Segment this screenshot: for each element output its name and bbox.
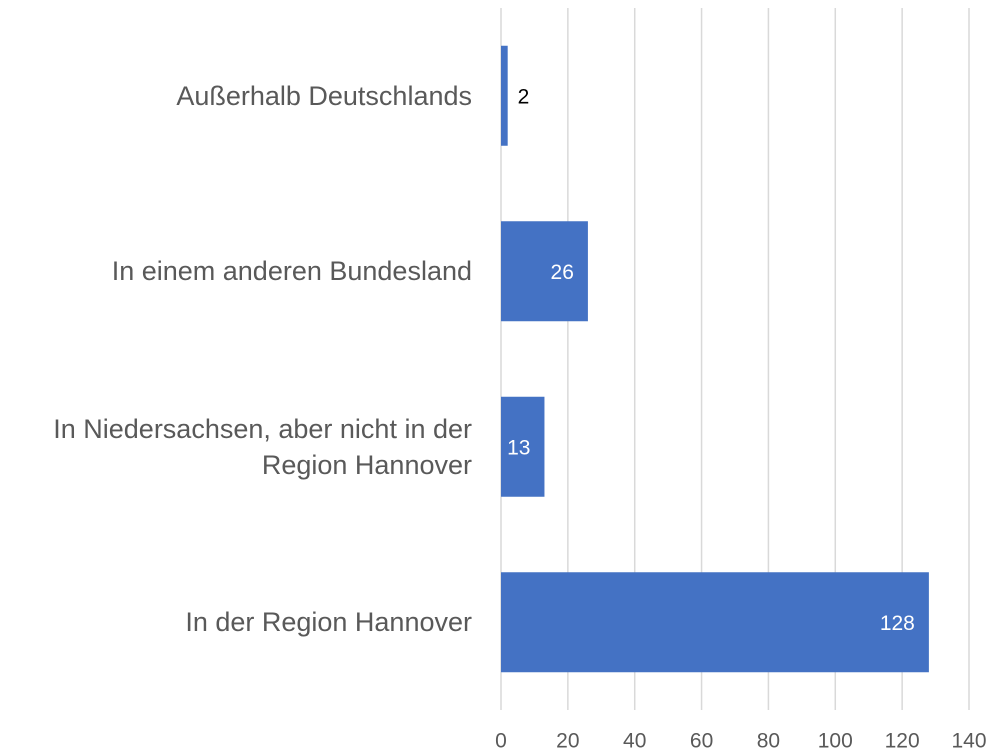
x-tick-label: 140: [951, 730, 986, 753]
y-tick-label: In der Region Hannover: [185, 607, 472, 638]
x-tick-label: 100: [818, 730, 853, 753]
data-label: 26: [551, 261, 574, 284]
bar: [501, 45, 508, 146]
data-label: 2: [518, 85, 530, 108]
y-tick-label: In einem anderen Bundesland: [111, 256, 472, 287]
y-tick-label: In Niedersachsen, aber nicht in der Regi…: [53, 413, 472, 480]
x-tick-label: 80: [757, 730, 780, 753]
bar: [501, 572, 929, 673]
x-tick-label: 120: [885, 730, 920, 753]
x-tick-label: 40: [623, 730, 646, 753]
x-tick-label: 60: [690, 730, 713, 753]
x-tick-label: 0: [495, 730, 507, 753]
data-label: 128: [880, 612, 915, 635]
bar: [501, 396, 545, 497]
x-tick-label: 20: [556, 730, 579, 753]
y-tick-label: Außerhalb Deutschlands: [176, 80, 472, 111]
data-label: 13: [507, 436, 530, 459]
bar: [501, 221, 588, 322]
